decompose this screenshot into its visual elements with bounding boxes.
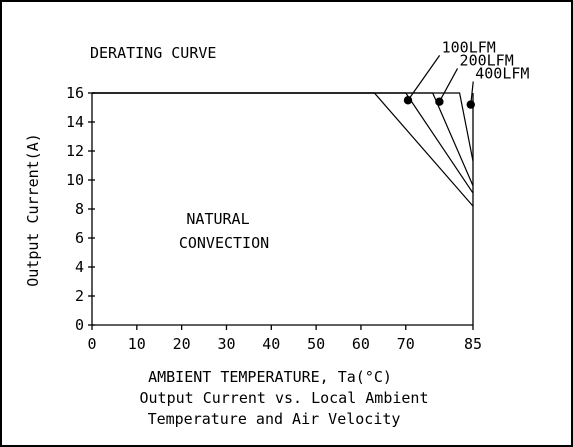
- y-tick-label: 2: [75, 287, 84, 305]
- caption-line-1: Output Current vs. Local Ambient: [140, 389, 429, 407]
- y-tick-label: 10: [66, 171, 84, 189]
- x-tick-label: 0: [87, 335, 96, 353]
- x-tick-label: 50: [307, 335, 325, 353]
- annotation-convection: CONVECTION: [179, 234, 269, 252]
- x-tick-label: 20: [173, 335, 191, 353]
- annotation-natural: NATURAL: [186, 210, 249, 228]
- series-line: [92, 92, 474, 207]
- series-marker: [466, 100, 475, 109]
- series-label: 200LFM: [460, 51, 514, 69]
- x-axis-label: AMBIENT TEMPERATURE, Ta(°C): [148, 368, 392, 386]
- series-line: [92, 92, 474, 162]
- leader-line: [438, 68, 459, 102]
- x-tick-label: 10: [128, 335, 146, 353]
- caption-line-2: Temperature and Air Velocity: [148, 410, 401, 428]
- series-marker: [403, 96, 413, 105]
- x-tick-label: 60: [352, 335, 370, 353]
- series-line: [92, 92, 474, 194]
- y-tick-label: 4: [75, 258, 84, 276]
- y-tick-label: 6: [75, 229, 84, 247]
- x-tick-label: 85: [464, 335, 482, 353]
- y-tick-label: 16: [66, 84, 84, 102]
- y-tick-label: 8: [75, 200, 84, 218]
- y-tick-label: 12: [66, 142, 84, 160]
- series-label: 400LFM: [475, 65, 529, 83]
- y-tick-label: 14: [66, 113, 84, 131]
- series-label: 100LFM: [442, 38, 496, 56]
- x-tick-label: 70: [397, 335, 415, 353]
- y-axis-label: Output Current(A): [24, 133, 42, 287]
- chart-title: DERATING CURVE: [90, 44, 216, 62]
- series-marker: [435, 97, 444, 106]
- x-tick-label: 40: [262, 335, 280, 353]
- leader-line: [407, 55, 441, 101]
- x-tick-label: 30: [217, 335, 235, 353]
- y-tick-label: 0: [75, 316, 84, 334]
